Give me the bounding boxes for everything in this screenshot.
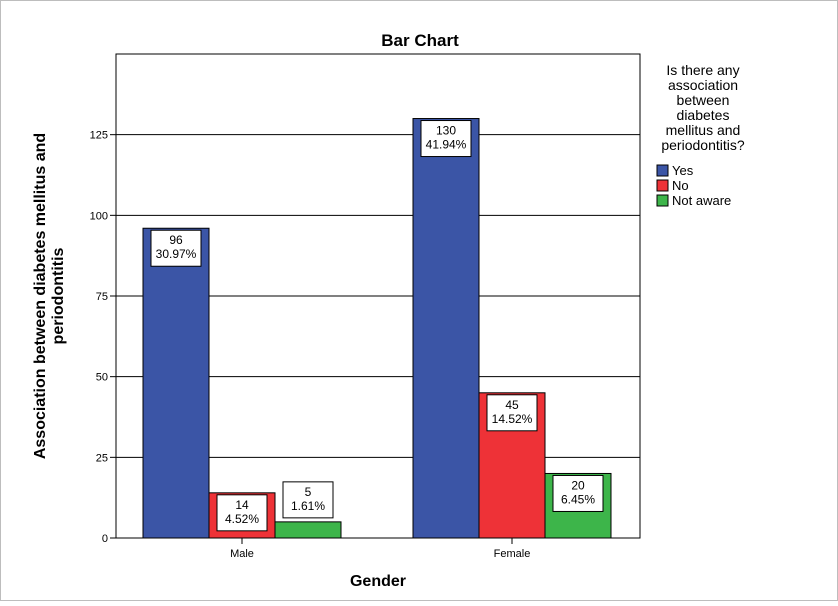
legend-title-line: association <box>668 77 738 93</box>
bar-yes-male <box>142 227 210 539</box>
bar-yes-female <box>412 118 480 539</box>
data-label-box <box>420 120 472 158</box>
data-label-percent: 41.94% <box>426 138 467 152</box>
data-label-box <box>552 474 604 512</box>
data-label-count: 5 <box>305 485 312 499</box>
data-label-percent: 14.52% <box>492 412 533 426</box>
legend: Is there anyassociationbetweendiabetesme… <box>656 62 745 208</box>
data-label: 144.52% <box>216 494 268 532</box>
legend-title-line: mellitus and <box>666 122 741 138</box>
data-label-count: 45 <box>505 398 519 412</box>
x-axis-title: Gender <box>350 573 406 590</box>
data-label-count: 20 <box>571 478 585 492</box>
data-label: 206.45% <box>552 474 604 512</box>
y-axis-title-line: Association between diabetes mellitus an… <box>32 133 49 459</box>
legend-swatch-yes <box>656 164 669 177</box>
data-label-box <box>282 481 334 519</box>
y-tick-label: 75 <box>96 291 108 303</box>
legend-swatch-no <box>656 179 669 192</box>
y-tick-label: 25 <box>96 452 108 464</box>
y-axis-title: Association between diabetes mellitus an… <box>32 133 67 459</box>
x-tick-label: Male <box>230 548 254 560</box>
data-label-box <box>216 494 268 532</box>
data-label-box <box>486 394 538 432</box>
y-tick-label: 50 <box>96 372 108 384</box>
data-label-percent: 1.61% <box>291 499 325 513</box>
legend-label: Not aware <box>672 193 731 208</box>
data-label-count: 14 <box>235 498 249 512</box>
data-label-box <box>150 229 202 267</box>
legend-title-line: Is there any <box>666 62 739 78</box>
bar-not-aware-male <box>274 521 342 539</box>
x-tick-label: Female <box>494 548 531 560</box>
data-label-count: 130 <box>436 124 456 138</box>
y-tick-label: 125 <box>90 130 108 142</box>
chart-title: Bar Chart <box>381 31 459 50</box>
data-label: 51.61% <box>282 481 334 519</box>
axes: 0 25 50 75 100 125 Male Female <box>90 130 531 560</box>
legend-title-line: periodontitis? <box>661 137 744 153</box>
legend-label: No <box>672 178 689 193</box>
legend-title-line: between <box>677 92 730 108</box>
y-tick-label: 0 <box>102 533 108 545</box>
y-tick-label: 100 <box>90 210 108 222</box>
legend-swatch-not-aware <box>656 194 669 207</box>
legend-title-line: diabetes <box>677 107 730 123</box>
y-axis-title-line: periodontitis <box>50 247 67 344</box>
data-label-percent: 6.45% <box>561 492 595 506</box>
data-label-count: 96 <box>169 233 183 247</box>
legend-label: Yes <box>672 163 694 178</box>
data-label-percent: 30.97% <box>156 247 197 261</box>
data-label-percent: 4.52% <box>225 512 259 526</box>
